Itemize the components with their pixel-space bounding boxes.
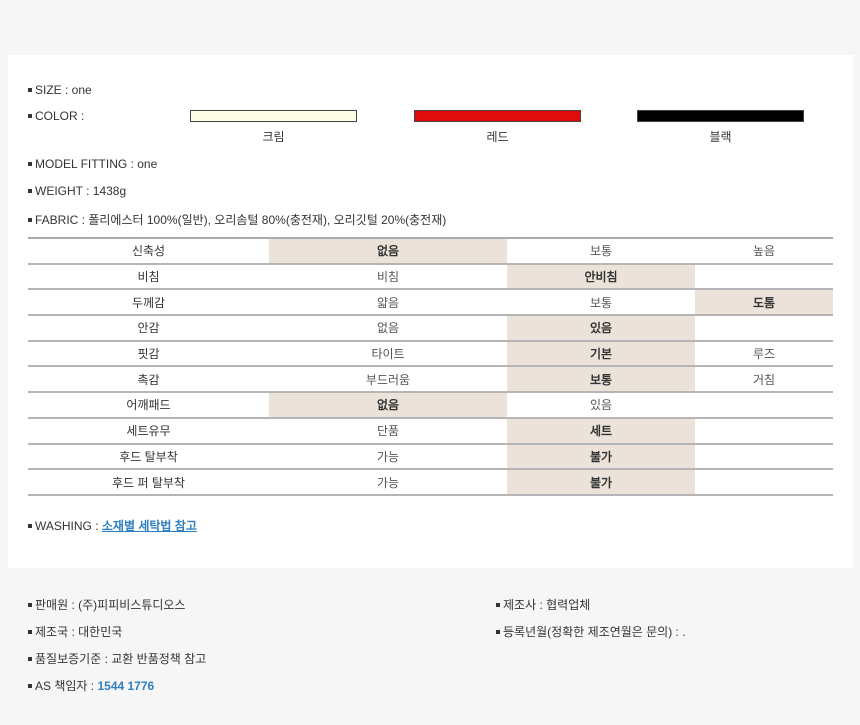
attribute-option: 얇음: [269, 289, 507, 317]
attribute-label: 두께감: [28, 289, 269, 317]
attribute-label: 후드 퍼 탈부착: [28, 469, 269, 496]
weight-info: WEIGHT : 1438g: [28, 184, 126, 198]
attribute-option: 있음: [507, 392, 695, 419]
attribute-label: 세트유무: [28, 417, 269, 445]
maker-info: 제조사 : 협력업체: [496, 596, 590, 613]
attribute-option: 루즈: [695, 340, 833, 368]
attribute-option: 없음: [269, 315, 507, 342]
color-swatch-black: [637, 110, 804, 122]
quality-info: 품질보증기준 : 교환 반품정책 참고: [28, 650, 206, 667]
attribute-option: 보통: [507, 289, 695, 317]
attribute-option-selected: 안비침: [507, 263, 695, 291]
fabric-info: FABRIC : 폴리에스터 100%(일반), 오리솜털 80%(충전재), …: [28, 211, 446, 228]
attribute-option: 부드러움: [269, 366, 507, 394]
table-row: 안감 없음 있음: [28, 315, 833, 342]
attribute-label: 촉감: [28, 366, 269, 394]
country-info: 제조국 : 대한민국: [28, 623, 122, 640]
table-row: 핏감 타이트 기본 루즈: [28, 340, 833, 368]
attribute-option: [695, 263, 833, 291]
seller-info: 판매원 : (주)피피비스튜디오스: [28, 596, 185, 613]
attribute-option: 비침: [269, 263, 507, 291]
color-name-red: 레드: [486, 130, 509, 144]
attribute-label: 핏감: [28, 340, 269, 368]
attribute-option: 가능: [269, 443, 507, 471]
attribute-option: [695, 469, 833, 496]
attribute-option: 보통: [507, 238, 695, 265]
washing-guide-link[interactable]: 소재별 세탁법 참고: [101, 519, 197, 533]
attribute-label: 신축성: [28, 238, 269, 265]
attribute-label: 안감: [28, 315, 269, 342]
color-label: COLOR :: [28, 109, 84, 123]
attribute-option: 가능: [269, 469, 507, 496]
attribute-label: 어깨패드: [28, 392, 269, 419]
attribute-option: [695, 417, 833, 445]
attribute-option-selected: 도톰: [695, 289, 833, 317]
attribute-option-selected: 보통: [507, 366, 695, 394]
attribute-option: 거침: [695, 366, 833, 394]
color-swatch-cream: [190, 110, 357, 122]
washing-info: WASHING : 소재별 세탁법 참고: [28, 517, 197, 534]
attribute-label: 비침: [28, 263, 269, 291]
table-row: 비침 비침 안비침: [28, 263, 833, 291]
table-row: 두께감 얇음 보통 도톰: [28, 289, 833, 317]
table-row: 신축성 없음 보통 높음: [28, 238, 833, 265]
color-name-cream: 크림: [262, 130, 285, 144]
as-phone: 1544 1776: [97, 679, 155, 693]
table-row: 촉감 부드러움 보통 거침: [28, 366, 833, 394]
color-name-black: 블랙: [709, 130, 732, 144]
attribute-option-selected: 불가: [507, 469, 695, 496]
table-row: 세트유무 단품 세트: [28, 417, 833, 445]
as-label: AS 책임자 :: [35, 679, 98, 693]
attribute-label: 후드 탈부착: [28, 443, 269, 471]
color-swatch-red: [414, 110, 581, 122]
as-info: AS 책임자 : 1544 1776: [28, 677, 154, 694]
table-row: 어깨패드 없음 있음: [28, 392, 833, 419]
attribute-option-selected: 없음: [269, 392, 507, 419]
model-fitting-info: MODEL FITTING : one: [28, 157, 157, 171]
size-info: SIZE : one: [28, 83, 92, 97]
attribute-option: 높음: [695, 238, 833, 265]
table-row: 후드 퍼 탈부착 가능 불가: [28, 469, 833, 496]
attribute-option-selected: 세트: [507, 417, 695, 445]
attribute-option: 단품: [269, 417, 507, 445]
attributes-table: 신축성 없음 보통 높음 비침 비침 안비침 두께감 얇음 보통 도톰 안감 없음 있음 핏감 타이트 기본 루즈…: [28, 237, 833, 496]
table-row: 후드 탈부착 가능 불가: [28, 443, 833, 471]
attribute-option-selected: 불가: [507, 443, 695, 471]
reg-date-info: 등록년월(정확한 제조연월은 문의) : .: [496, 623, 686, 640]
attribute-option: [695, 443, 833, 471]
attribute-option-selected: 있음: [507, 315, 695, 342]
attribute-option: [695, 315, 833, 342]
attribute-option: 타이트: [269, 340, 507, 368]
attribute-option-selected: 기본: [507, 340, 695, 368]
washing-label: WASHING :: [35, 519, 102, 533]
attribute-option-selected: 없음: [269, 238, 507, 265]
attribute-option: [695, 392, 833, 419]
